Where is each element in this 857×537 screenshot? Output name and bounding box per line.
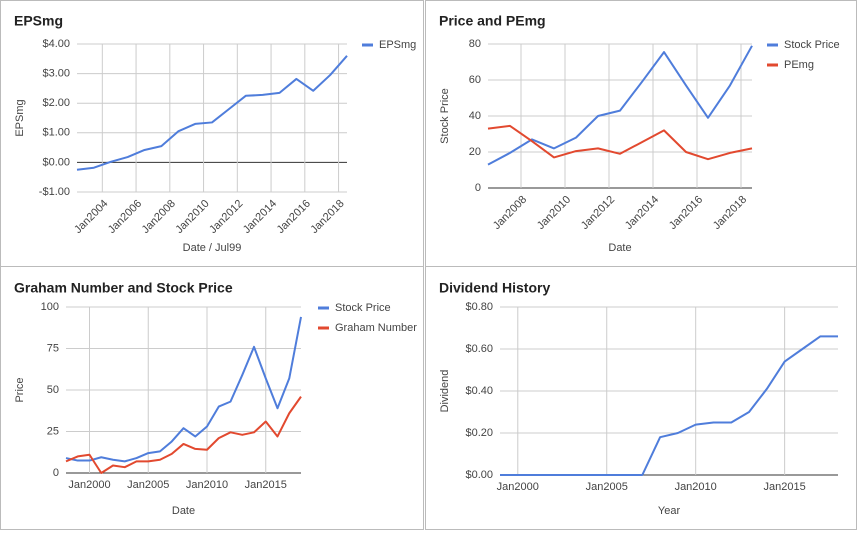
series-line [76,55,348,171]
x-tick-label: Jan2008 [140,198,178,236]
y-tick-label: $0.20 [465,427,493,439]
y-tick-label: 60 [469,74,481,86]
x-tick-label: Jan2010 [173,198,211,236]
y-tick-label: $0.00 [42,156,70,168]
x-tick-label: Jan2005 [127,479,169,491]
legend-label: PEmg [784,59,814,71]
y-tick-label: $2.00 [42,97,70,109]
legend-label: Stock Price [335,302,391,314]
series-line [487,45,753,166]
y-tick-label: 40 [469,110,481,122]
y-axis-title: EPSmg [14,99,26,136]
y-tick-label: $0.00 [465,469,493,481]
x-tick-label: Jan2012 [579,194,617,232]
x-tick-label: Jan2010 [675,481,717,493]
legend-label: EPSmg [379,39,416,51]
x-tick-label: Jan2012 [207,198,245,236]
y-tick-label: 25 [47,425,59,437]
chart-title: Dividend History [439,280,550,296]
y-tick-label: 50 [47,384,59,396]
x-tick-label: Jan2006 [106,198,144,236]
y-tick-label: 100 [41,301,59,313]
x-axis-title: Date [608,242,631,254]
legend-label: Stock Price [784,39,840,51]
y-tick-label: $0.40 [465,385,493,397]
y-tick-label: $0.80 [465,301,493,313]
y-axis-title: Dividend [439,370,451,413]
x-tick-label: Jan2010 [535,194,573,232]
x-tick-label: Jan2018 [308,198,346,236]
x-tick-label: Jan2000 [68,479,110,491]
legend-swatch [767,63,778,67]
legend-swatch [318,306,329,310]
chart-title: Price and PEmg [439,13,546,29]
y-axis-title: Price [14,377,26,402]
x-tick-label: Jan2000 [497,481,539,493]
y-tick-label: $4.00 [42,38,70,50]
legend-label: Graham Number [335,322,417,334]
y-tick-label: 20 [469,146,481,158]
x-tick-label: Jan2018 [711,194,749,232]
x-tick-label: Jan2015 [245,479,287,491]
legend-swatch [318,326,329,330]
y-axis-title: Stock Price [439,88,451,144]
y-tick-label: -$1.00 [39,186,70,198]
panel-border [0,266,424,530]
y-tick-label: $0.60 [465,343,493,355]
legend-swatch [362,43,373,47]
x-tick-label: Jan2005 [586,481,628,493]
x-axis-title: Year [658,505,681,517]
x-tick-label: Jan2010 [186,479,228,491]
x-tick-label: Jan2014 [241,198,279,236]
x-axis-title: Date / Jul99 [183,242,242,254]
x-tick-label: Jan2014 [623,194,661,232]
series-line [65,316,302,463]
y-tick-label: 80 [469,38,481,50]
y-tick-label: $1.00 [42,127,70,139]
x-axis-title: Date [172,505,195,517]
chart-title: EPSmg [14,13,63,29]
y-tick-label: 0 [475,182,481,194]
x-tick-label: Jan2015 [764,481,806,493]
y-tick-label: 75 [47,342,59,354]
series-line [500,335,838,476]
chart-title: Graham Number and Stock Price [14,280,233,296]
y-tick-label: 0 [53,467,59,479]
x-tick-label: Jan2016 [667,194,705,232]
legend-swatch [767,43,778,47]
series-line [487,124,753,161]
x-tick-label: Jan2008 [491,194,529,232]
x-tick-label: Jan2016 [275,198,313,236]
x-tick-label: Jan2004 [72,198,110,236]
y-tick-label: $3.00 [42,68,70,80]
series-line [65,396,302,474]
